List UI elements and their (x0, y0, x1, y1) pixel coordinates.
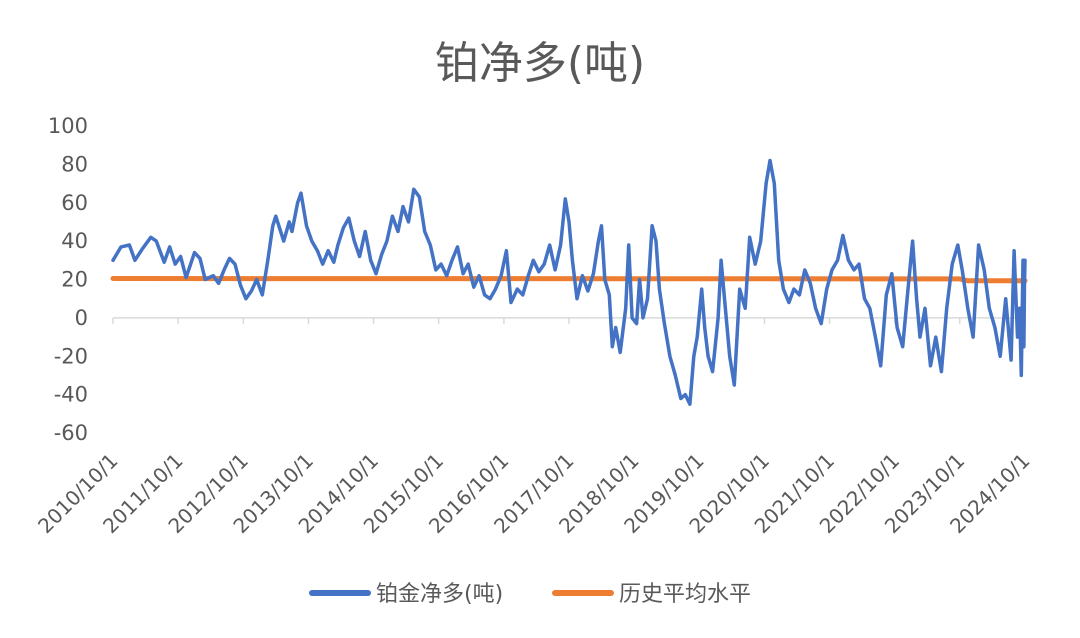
x-axis-tick-marks (112, 317, 1026, 324)
series-layer (110, 158, 1028, 406)
legend: 铂金净多(吨) 历史平均水平 (309, 582, 751, 607)
y-tick-label: 80 (61, 152, 88, 176)
legend-label: 铂金净多(吨) (376, 582, 503, 607)
x-axis-tick-labels: 2010/10/12011/10/12012/10/12013/10/12014… (33, 449, 1034, 538)
legend-item-platinum-net-long: 铂金净多(吨) (309, 582, 503, 607)
chart-title: 铂净多(吨) (435, 38, 645, 89)
legend-label: 历史平均水平 (619, 582, 751, 607)
y-tick-label: 60 (61, 191, 88, 215)
y-axis-tick-labels: 100 80 60 40 20 0 -20 -40 -60 (48, 114, 88, 445)
y-tick-label: -20 (54, 344, 88, 368)
y-tick-label: 0 (75, 306, 88, 330)
series-line-historical-average (110, 276, 1028, 284)
legend-item-historical-average: 历史平均水平 (552, 582, 751, 607)
y-tick-label: 20 (61, 268, 88, 292)
y-tick-label: 40 (61, 229, 88, 253)
y-tick-label: 100 (48, 114, 88, 138)
y-tick-label: -60 (54, 421, 88, 445)
series-line-platinum-net-long (111, 158, 1027, 406)
y-tick-label: -40 (54, 383, 88, 407)
